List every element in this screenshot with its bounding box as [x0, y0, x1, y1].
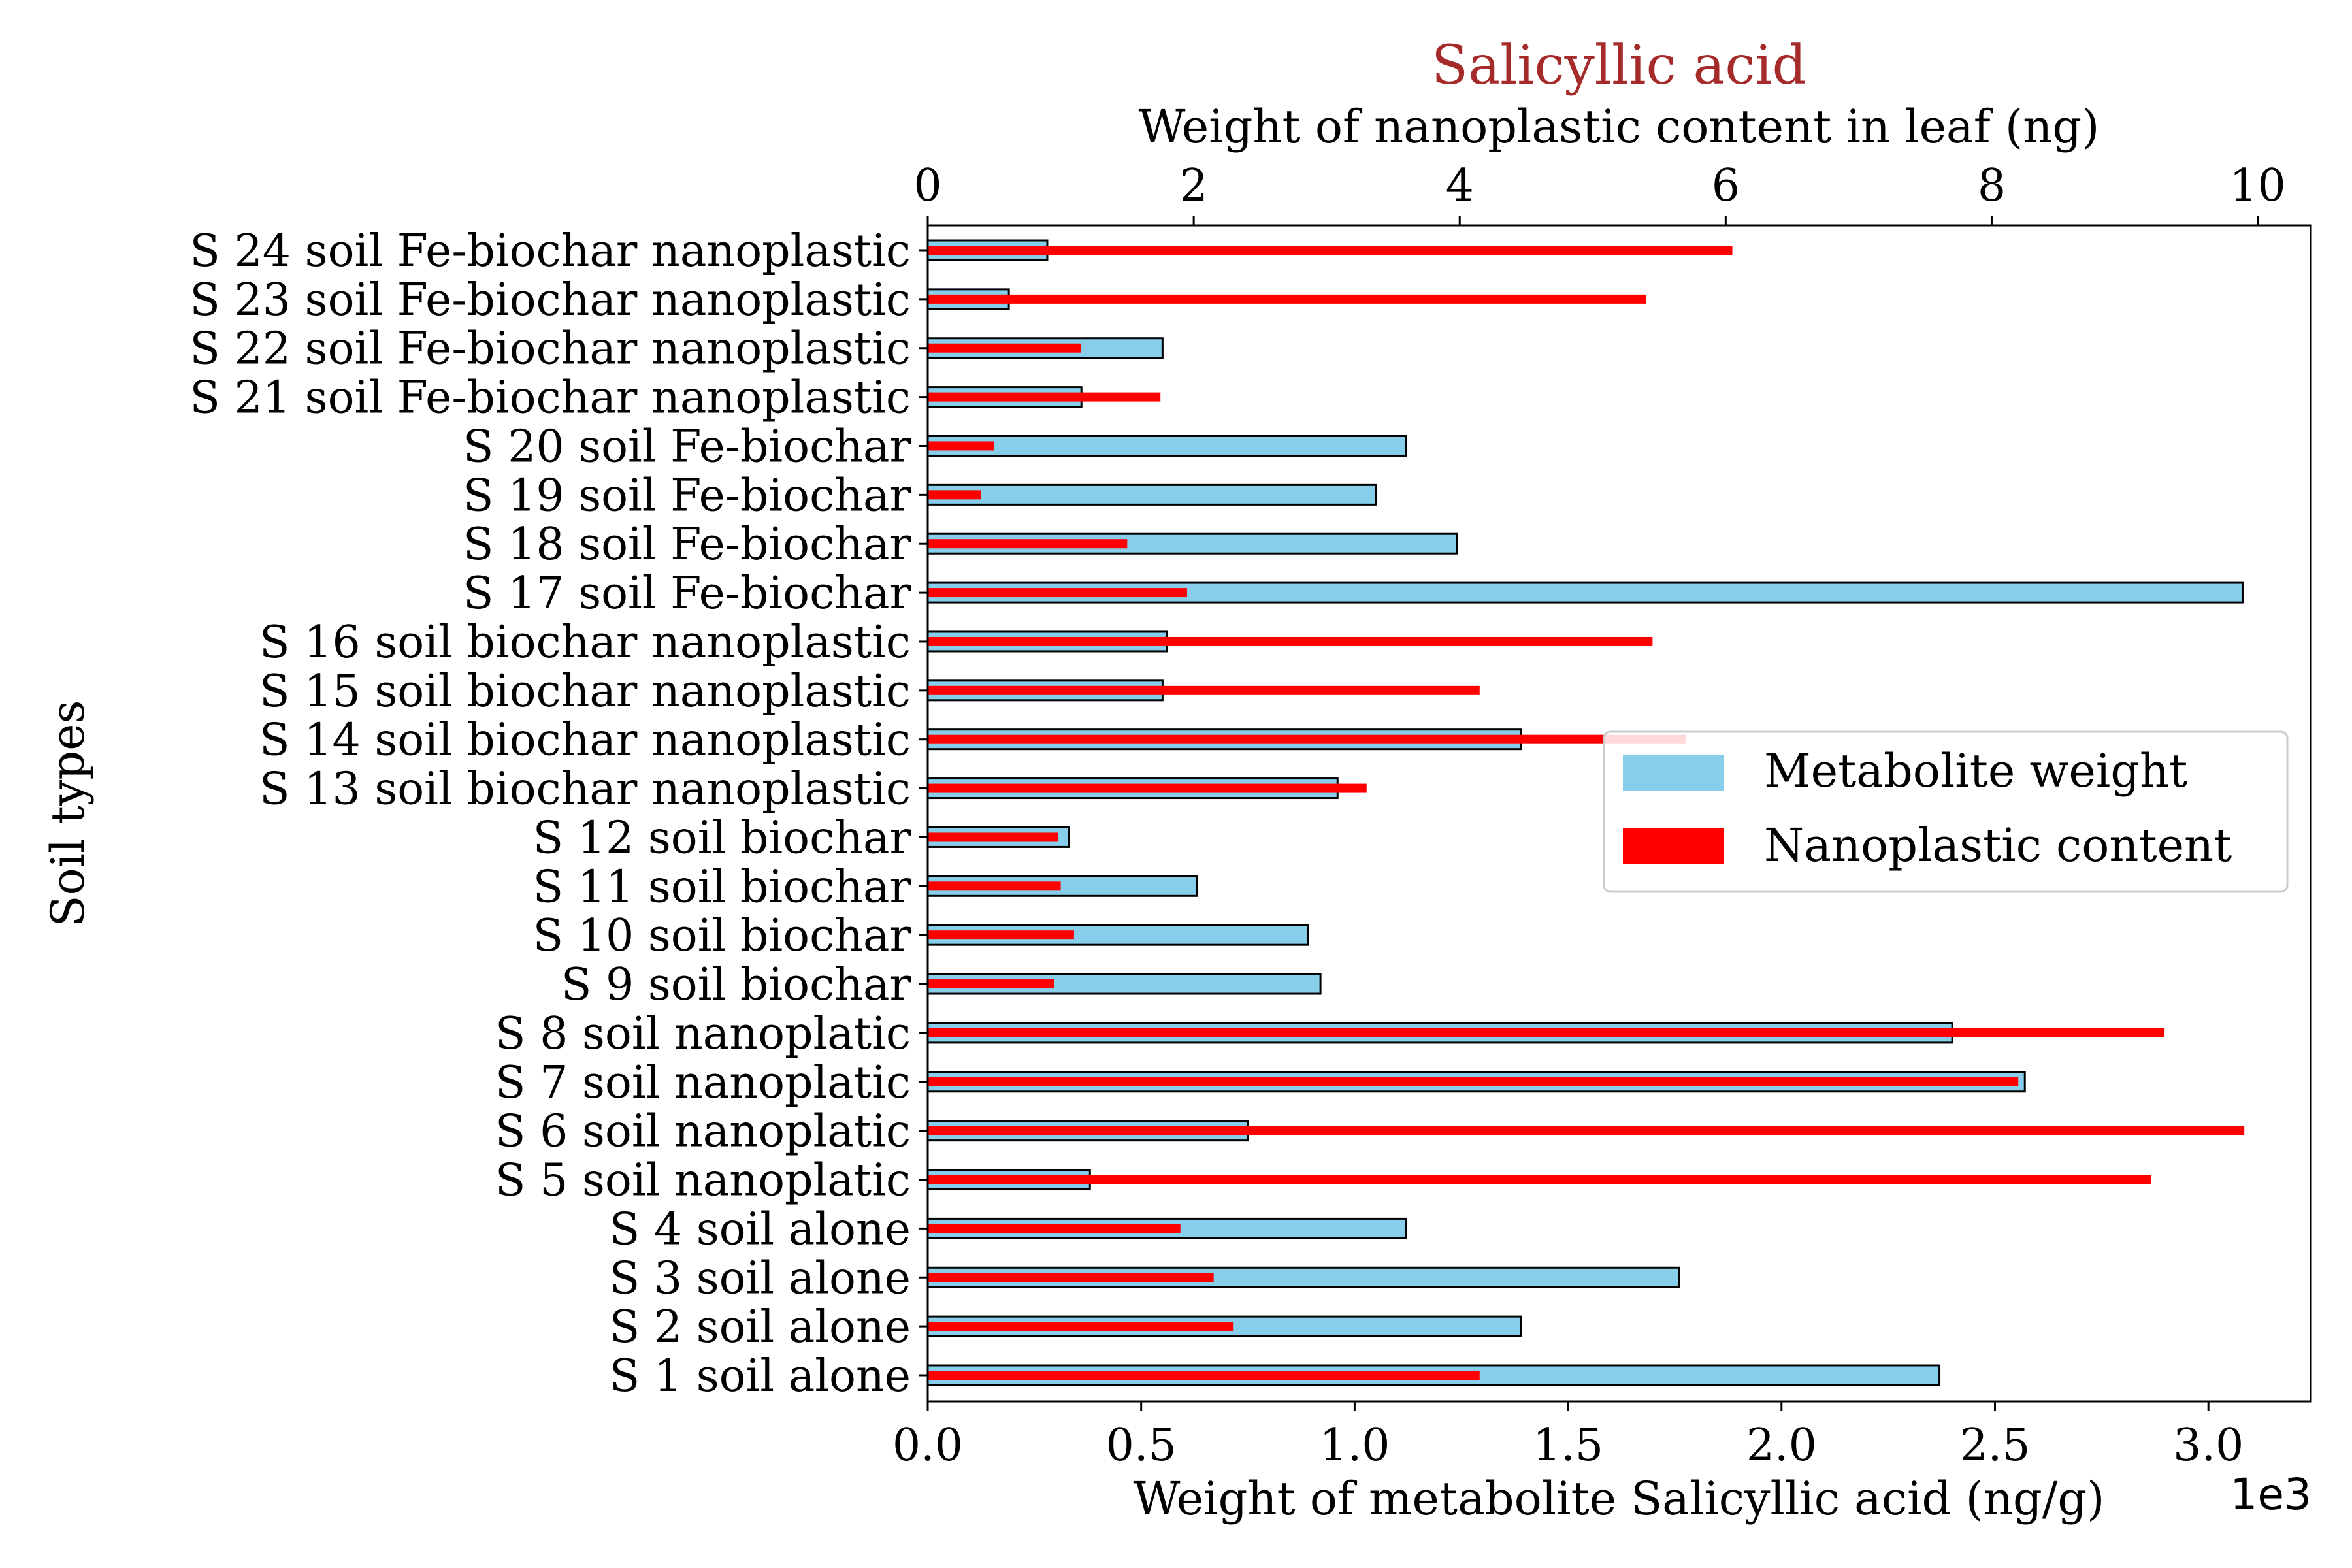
y-tick-label: S 14 soil biochar nanoplastic [259, 715, 911, 766]
y-tick-label: S 13 soil biochar nanoplastic [259, 764, 911, 815]
nanoplastic-bar [928, 1224, 1181, 1233]
top-axis-label: Weight of nanoplastic content in leaf (n… [1139, 100, 2100, 154]
nanoplastic-bar [928, 1175, 2151, 1184]
bottom-x-tick-label: 1.5 [1533, 1420, 1603, 1471]
nanoplastic-bar [928, 343, 1081, 353]
nanoplastic-bar [928, 1273, 1214, 1282]
legend-box [1603, 730, 2289, 893]
y-tick-label: S 20 soil Fe-biochar [463, 421, 911, 472]
y-tick-label: S 4 soil alone [610, 1203, 911, 1255]
nanoplastic-bar [928, 1371, 1480, 1380]
nanoplastic-bar [928, 734, 1686, 744]
bottom-x-tick-label: 2.5 [1959, 1420, 2030, 1471]
nanoplastic-bar [928, 490, 981, 500]
y-tick-label: S 11 soil biochar [533, 861, 911, 913]
nanoplastic-bar [928, 392, 1161, 402]
nanoplastic-bar [928, 294, 1646, 304]
y-tick-label: S 7 soil nanoplatic [495, 1057, 911, 1109]
nanoplastic-bar [928, 246, 1733, 255]
y-tick-label: S 6 soil nanoplatic [495, 1106, 911, 1158]
top-x-tick-label: 6 [1712, 160, 1740, 212]
top-x-tick-label: 10 [2229, 160, 2286, 212]
bottom-axis-label: Weight of metabolite Salicyllic acid (ng… [1134, 1472, 2105, 1526]
nanoplastic-bar [928, 539, 1128, 549]
bottom-x-tick-label: 2.0 [1746, 1420, 1817, 1471]
nanoplastic-bar [928, 685, 1480, 695]
y-tick-label: S 10 soil biochar [533, 910, 911, 962]
metabolite-bar [926, 483, 1377, 506]
legend-swatch-metabolite [1623, 755, 1724, 791]
y-tick-label: S 3 soil alone [610, 1252, 911, 1304]
y-tick-label: S 24 soil Fe-biochar nanoplastic [189, 225, 911, 277]
nanoplastic-bar [928, 979, 1054, 989]
y-axis-label: Soil types [41, 700, 95, 927]
bottom-x-tick-label: 0.5 [1106, 1420, 1177, 1471]
legend: Metabolite weight Nanoplastic content [1603, 730, 2289, 893]
legend-label-metabolite: Metabolite weight [1764, 744, 2187, 798]
y-tick-label: S 18 soil Fe-biochar [463, 519, 911, 570]
bottom-x-tick-label: 3.0 [2173, 1420, 2244, 1471]
nanoplastic-bar [928, 881, 1061, 891]
x-offset-label: 1e3 [2230, 1469, 2311, 1520]
nanoplastic-bar [928, 588, 1187, 598]
nanoplastic-bar [928, 1322, 1234, 1331]
y-tick-label: S 9 soil biochar [561, 959, 911, 1011]
y-tick-label: S 22 soil Fe-biochar nanoplastic [189, 323, 911, 375]
y-tick-label: S 5 soil nanoplatic [495, 1155, 911, 1207]
nanoplastic-bar [928, 1028, 2165, 1037]
plot-frame [926, 224, 2312, 1403]
nanoplastic-bar [928, 1126, 2245, 1135]
top-x-tick-label: 2 [1179, 160, 1207, 212]
chart-title: Salicyllic acid [1431, 35, 1806, 97]
nanoplastic-bar [928, 441, 994, 451]
bottom-x-tick-label: 0.0 [892, 1420, 963, 1471]
y-tick-label: S 1 soil alone [610, 1350, 911, 1402]
nanoplastic-bar [928, 783, 1367, 793]
nanoplastic-bar [928, 930, 1074, 940]
y-tick-label: S 21 soil Fe-biochar nanoplastic [189, 372, 911, 424]
metabolite-bar [926, 1315, 1522, 1337]
x-ticks-layer: 0.0 0.5 1.0 1.5 2.0 2.5 3.0 0 2 4 6 8 10 [892, 160, 2286, 1471]
y-tick-label: S 12 soil biochar [533, 812, 911, 864]
y-tick-label: S 19 soil Fe-biochar [463, 470, 911, 521]
top-x-tick-label: 8 [1978, 160, 2006, 212]
y-tick-label: S 8 soil nanoplatic [495, 1008, 911, 1060]
top-x-tick-label: 4 [1446, 160, 1474, 212]
nanoplastic-bar [928, 832, 1058, 842]
bars-layer [926, 239, 2245, 1386]
legend-label-nanoplastic: Nanoplastic content [1764, 819, 2232, 872]
y-tick-label: S 2 soil alone [610, 1301, 911, 1353]
nanoplastic-bar [928, 636, 1653, 646]
y-tick-label: S 16 soil biochar nanoplastic [259, 617, 911, 668]
bottom-x-tick-label: 1.0 [1319, 1420, 1390, 1471]
legend-swatch-nanoplastic [1623, 828, 1724, 864]
y-tick-label: S 23 soil Fe-biochar nanoplastic [189, 274, 911, 326]
top-x-tick-label: 0 [913, 160, 941, 212]
nanoplastic-bar [928, 1077, 2019, 1086]
y-tick-label: S 17 soil Fe-biochar [463, 568, 911, 619]
metabolite-bar [926, 434, 1407, 457]
y-tick-label: S 15 soil biochar nanoplastic [259, 666, 911, 717]
